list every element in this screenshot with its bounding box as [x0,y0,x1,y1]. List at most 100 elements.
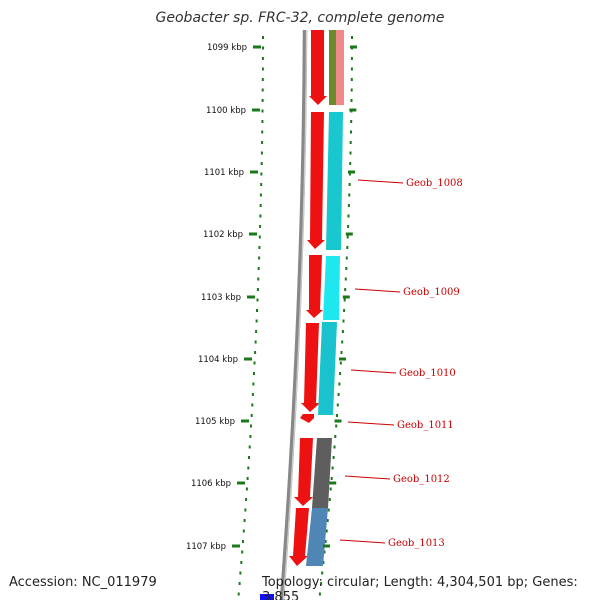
tick-label: 1105 kbp [195,417,235,427]
gene-label[interactable]: Geob_1010 [399,368,456,379]
tick-mark [247,295,255,299]
guide-dot [323,550,326,554]
coordinate-dots [237,36,353,596]
guide-dot [347,225,350,228]
leader-line [357,179,404,184]
gene-label[interactable]: Geob_1011 [397,420,454,431]
gene-arrow[interactable] [300,414,314,423]
map-title: Geobacter sp. FRC-32, complete genome [155,10,445,26]
guide-dot [329,487,332,491]
guide-dot [345,256,348,260]
guide-dot [256,298,259,302]
guide-dot [262,36,264,39]
guide-dot [350,99,353,102]
guide-dot [258,235,261,239]
guide-dot [245,498,248,501]
guide-dot [350,78,353,81]
guide-dot [261,67,264,71]
region-marker [260,594,274,600]
leader-line [347,421,395,426]
gene-arrow[interactable] [294,438,313,506]
tick-mark-right [350,45,357,49]
guide-dot [328,498,331,501]
leader-line [339,539,386,544]
guide-dot [346,235,349,239]
gene-label[interactable]: Geob_1012 [393,474,450,485]
guide-dot [249,435,252,438]
guide-dot [324,540,327,543]
forward-strand-track [289,30,327,566]
guide-dot [242,540,244,543]
guide-dot [331,466,334,470]
guide-dot [260,151,263,155]
guide-dot [330,477,333,480]
guide-dot [350,120,353,123]
tick-mark [244,357,252,361]
guide-dot [245,487,248,491]
gene-label[interactable]: Geob_1009 [403,287,460,298]
guide-dot [344,277,347,281]
gene-block-cyan[interactable] [323,256,340,320]
guide-dot [325,529,328,533]
tick-mark [249,232,257,236]
guide-dot [350,57,353,60]
guide-dot [351,36,353,39]
guide-dot [254,340,257,344]
backbone-line [279,29,308,600]
gene-label[interactable]: Geob_1013 [388,538,445,549]
guide-dot [261,109,264,113]
gene-block-teal[interactable] [326,112,343,250]
gene-arrow[interactable] [289,508,309,566]
tick-label: 1102 kbp [203,230,243,240]
tick-label: 1100 kbp [206,106,246,116]
guide-dot [251,393,254,396]
guide-dot [333,445,336,449]
tick-mark-right [349,108,357,112]
guide-dot [335,424,338,428]
guide-dot [261,120,264,123]
guide-dot [343,298,346,302]
guide-dot [239,571,242,575]
guide-dot [243,519,246,522]
guide-dot [327,508,330,512]
tick-mark-right [345,232,353,236]
guide-dot [259,204,262,207]
guide-dot [254,351,257,354]
tick-mark-right [329,481,337,485]
gene-color-track [306,30,344,566]
gene-block-steel[interactable] [306,508,328,566]
gene-block-pink[interactable] [336,30,344,105]
guide-dot [338,382,341,386]
gene-arrow[interactable] [301,323,320,412]
gene-block-gray[interactable] [312,438,332,508]
guide-dot [347,214,350,218]
guide-dot [251,403,254,407]
leader-line [350,369,397,374]
guide-dot [256,288,259,291]
tick-label: 1099 kbp [207,43,247,53]
accession-text: Accession: NC_011979 [9,575,157,590]
gene-label[interactable]: Geob_1008 [406,178,463,189]
guide-dot [261,99,264,102]
leader-line [344,475,391,480]
gene-arrow[interactable] [306,255,323,318]
guide-dot [349,141,352,144]
guide-dot [252,382,255,386]
guide-dot [255,319,258,323]
guide-dot [350,67,353,71]
guide-dot [336,414,338,417]
tick-mark-right [334,419,342,423]
guide-dot [332,456,335,459]
gene-arrow[interactable] [309,30,327,105]
gene-arrow[interactable] [307,112,325,249]
tick-mark-right [339,357,346,361]
guide-dot [253,361,256,365]
guide-dot [261,130,264,134]
guide-dot [262,46,264,50]
tick-label: 1104 kbp [198,355,238,365]
tick-label: 1101 kbp [204,168,244,178]
gene-block-cyan-2[interactable] [318,322,337,415]
guide-dot [348,193,351,197]
guide-dot [257,277,260,281]
